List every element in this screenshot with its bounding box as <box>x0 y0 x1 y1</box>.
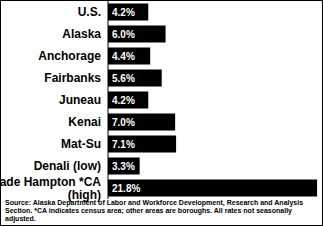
value-label: 7.1% <box>112 139 135 150</box>
value-label: 7.0% <box>112 117 135 128</box>
category-label: Denali (low) <box>34 159 101 173</box>
axis-line <box>108 1 109 199</box>
frame <box>1 1 323 226</box>
category-label: Anchorage <box>38 49 101 63</box>
value-label: 4.4% <box>112 51 135 62</box>
labels: U.S. 4.2% Alaska 6.0% Anchorage 4.4% Fairbanks… <box>0 5 140 202</box>
bar <box>108 26 166 43</box>
bars <box>108 4 317 197</box>
category-label: Mat-Su <box>61 137 101 151</box>
value-label: 21.8% <box>112 183 140 194</box>
bar <box>108 158 140 175</box>
category-label: Kenai <box>68 115 101 129</box>
bar <box>108 4 148 21</box>
bar <box>108 180 317 197</box>
value-label: 4.2% <box>112 95 135 106</box>
bar <box>108 92 148 109</box>
chart-root: U.S. 4.2% Alaska 6.0% Anchorage 4.4% Fairbanks… <box>0 0 323 226</box>
bar <box>108 136 176 153</box>
chart-svg: U.S. 4.2% Alaska 6.0% Anchorage 4.4% Fairbanks… <box>0 0 323 226</box>
bar <box>108 48 150 65</box>
source-note: Source: Alaska Department of Labor and W… <box>5 199 319 223</box>
bar <box>108 114 175 131</box>
category-label: Juneau <box>59 93 101 107</box>
category-label: Alaska <box>62 27 101 41</box>
value-label: 6.0% <box>112 29 135 40</box>
value-label: 5.6% <box>112 73 135 84</box>
category-label: Fairbanks <box>44 71 101 85</box>
bar <box>108 70 162 87</box>
value-label: 3.3% <box>112 161 135 172</box>
category-label: U.S. <box>78 5 101 19</box>
value-label: 4.2% <box>112 7 135 18</box>
category-label: Wade Hampton *CA(high) <box>0 175 101 202</box>
